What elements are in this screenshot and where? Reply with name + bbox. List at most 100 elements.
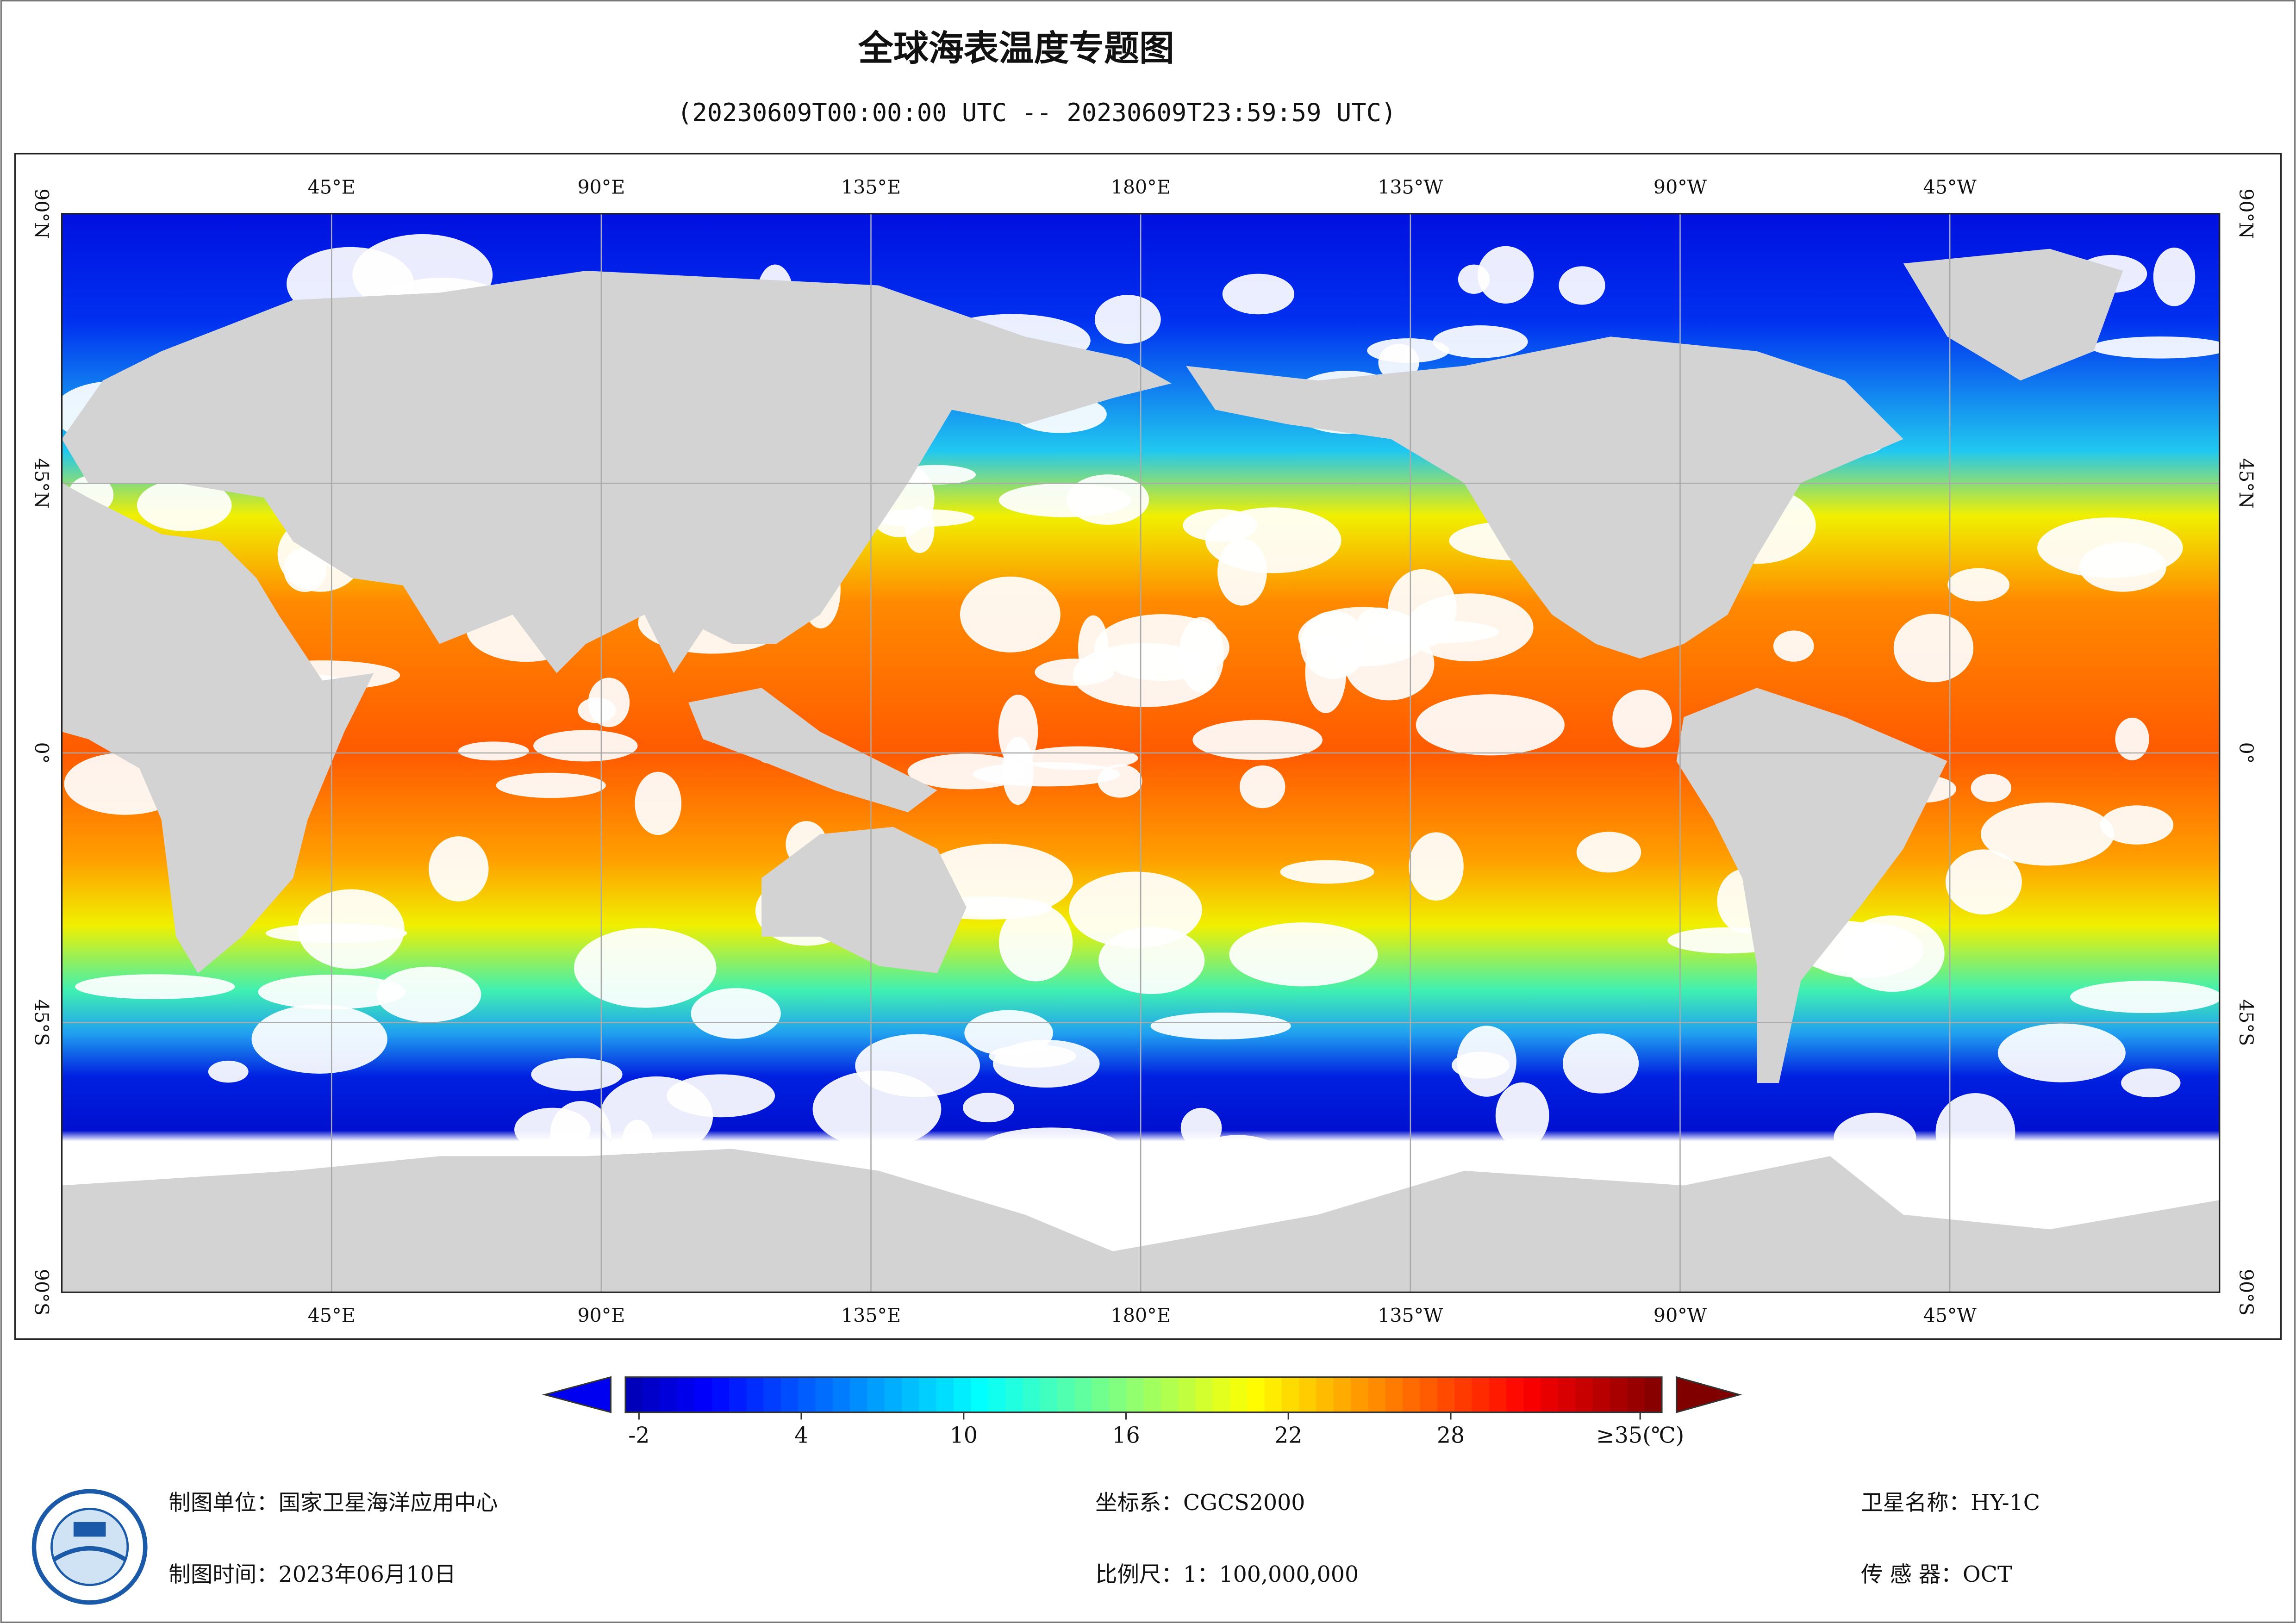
cloud	[1416, 694, 1565, 756]
colorbar-segment	[1247, 1377, 1265, 1412]
cloud	[2121, 1068, 2181, 1098]
logo-satellite	[73, 1522, 106, 1537]
cloud	[1098, 927, 1205, 995]
colorbar-segment	[1092, 1377, 1110, 1412]
cloud	[691, 988, 781, 1039]
cloud	[1035, 659, 1114, 686]
cloud	[2091, 336, 2220, 359]
cloud	[2100, 805, 2174, 845]
colorbar: -2 4 10 16 22 28 ≥35(℃)	[542, 1376, 1742, 1448]
lat-label-left: 45°N	[31, 458, 53, 509]
logo	[31, 1489, 148, 1605]
map-body	[62, 213, 2220, 1293]
colorbar-segment	[1299, 1377, 1317, 1412]
lat-label-left: 0°	[31, 742, 53, 764]
cloud	[998, 904, 1073, 982]
colorbar-low-arrow	[542, 1376, 612, 1413]
lat-label-right: 90°S	[2235, 1269, 2257, 1316]
cloud	[963, 1093, 1015, 1123]
footer-value: OCT	[1963, 1562, 2012, 1587]
colorbar-segment	[1351, 1377, 1369, 1412]
lon-label-top: 135°W	[1378, 176, 1443, 198]
cloud	[75, 974, 235, 999]
eurasia	[62, 271, 1172, 673]
cloud	[251, 1004, 387, 1074]
lon-label-bottom: 45°E	[308, 1305, 356, 1327]
cloud	[1981, 802, 2115, 866]
maritime-asia	[688, 688, 937, 813]
colorbar-segment	[1074, 1377, 1092, 1412]
lon-label-bottom: 135°W	[1378, 1305, 1443, 1327]
australia	[761, 827, 967, 973]
cloud	[1971, 774, 2012, 802]
cloud	[1305, 632, 1347, 713]
colorbar-segment	[1264, 1377, 1283, 1412]
cloud	[1002, 736, 1034, 805]
colorbar-segment	[1644, 1377, 1663, 1412]
cloud	[137, 479, 232, 531]
lon-label-bottom: 45°W	[1923, 1305, 1977, 1327]
cloud	[1451, 1051, 1510, 1079]
cloud	[2070, 981, 2220, 1014]
footer-value: CGCS2000	[1183, 1490, 1305, 1516]
colorbar-segment	[729, 1377, 747, 1412]
lon-label-bottom: 90°W	[1653, 1305, 1707, 1327]
colorbar-segment	[1195, 1377, 1214, 1412]
colorbar-segment	[1023, 1377, 1041, 1412]
cloud	[1947, 568, 2010, 602]
footer-item: 卫星名称：HY-1C	[1861, 1490, 2040, 1516]
colorbar-segment	[1489, 1377, 1507, 1412]
logo-wave	[52, 1546, 128, 1562]
cloud	[429, 836, 489, 902]
map-border	[61, 213, 2221, 1293]
colorbar-segment	[746, 1377, 764, 1412]
cloud	[978, 1127, 1124, 1172]
footer-item: 比例尺：1：100,000,000	[1095, 1562, 1359, 1587]
colorbar-segment	[1005, 1377, 1023, 1412]
footer-label: 卫星名称：	[1861, 1490, 1971, 1516]
colorbar-segment	[643, 1377, 661, 1412]
cloud	[998, 483, 1131, 517]
cloud	[1559, 266, 1605, 305]
footer-item: 制图时间：2023年06月10日	[168, 1562, 456, 1587]
lat-label-right: 0°	[2235, 742, 2257, 764]
cloud	[960, 576, 1061, 653]
colorbar-segment	[1575, 1377, 1593, 1412]
colorbar-segment	[1109, 1377, 1127, 1412]
lon-label-top: 180°E	[1111, 176, 1171, 198]
colorbar-segment	[1230, 1377, 1248, 1412]
colorbar-segment	[1558, 1377, 1576, 1412]
colorbar-segment	[850, 1377, 868, 1412]
footer-label: 制图单位：	[168, 1490, 278, 1516]
colorbar-high-arrow	[1676, 1376, 1742, 1413]
lat-label-right: 45°N	[2235, 458, 2257, 509]
colorbar-segment	[1403, 1377, 1421, 1412]
cloud	[208, 1060, 249, 1083]
cloud	[1180, 1107, 1222, 1148]
colorbar-segment	[1160, 1377, 1179, 1412]
cloud	[1094, 295, 1161, 344]
colorbar-tick-label: 28	[1437, 1423, 1465, 1448]
cloud	[855, 1034, 980, 1097]
cloud	[1773, 630, 1814, 662]
cloud	[1229, 922, 1378, 987]
cloud	[2037, 517, 2183, 578]
colorbar-segment	[954, 1377, 972, 1412]
colorbar-tick-label: 4	[794, 1423, 808, 1448]
colorbar-segment	[694, 1377, 712, 1412]
cloud	[1094, 614, 1229, 681]
colorbar-segment	[1437, 1377, 1455, 1412]
cloud	[1945, 849, 2022, 915]
graticule	[62, 213, 2220, 1293]
colorbar-segment	[780, 1377, 799, 1412]
cloud	[1239, 765, 1285, 808]
cloud	[2115, 717, 2149, 760]
north-america	[1186, 336, 1903, 659]
colorbar-segment	[1178, 1377, 1196, 1412]
colorbar-segment	[1454, 1377, 1472, 1412]
colorbar-segment	[1523, 1377, 1542, 1412]
colorbar-segment	[1316, 1377, 1335, 1412]
lon-label-top: 45°E	[308, 176, 356, 198]
cloud	[2153, 248, 2196, 306]
